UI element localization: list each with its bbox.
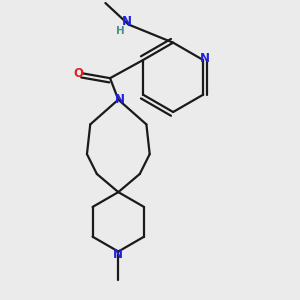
Text: N: N [113, 248, 123, 261]
Text: O: O [73, 67, 83, 80]
Text: N: N [122, 15, 132, 28]
Text: H: H [116, 26, 125, 36]
Text: N: N [200, 52, 210, 65]
Text: N: N [115, 93, 125, 106]
